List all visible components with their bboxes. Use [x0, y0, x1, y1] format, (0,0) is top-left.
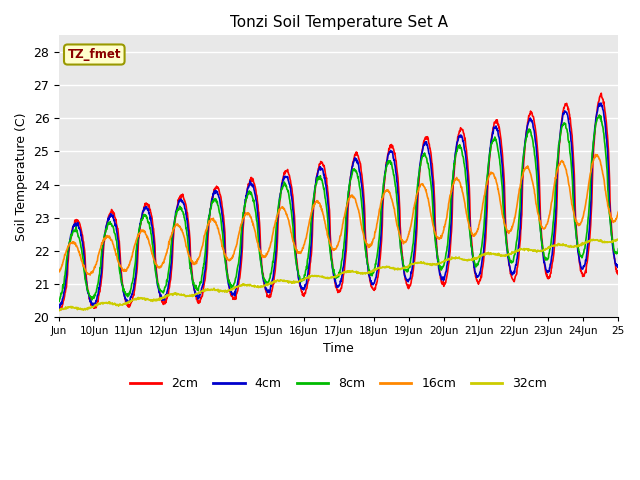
X-axis label: Time: Time: [323, 342, 354, 355]
Y-axis label: Soil Temperature (C): Soil Temperature (C): [15, 112, 28, 240]
32cm: [324, 275, 332, 280]
16cm: [614, 209, 622, 215]
16cm: [86, 272, 94, 278]
16cm: [324, 235, 332, 240]
16cm: [591, 152, 599, 157]
8cm: [55, 299, 63, 304]
4cm: [143, 204, 150, 210]
Legend: 2cm, 4cm, 8cm, 16cm, 32cm: 2cm, 4cm, 8cm, 16cm, 32cm: [125, 372, 552, 396]
32cm: [614, 236, 622, 242]
2cm: [614, 272, 622, 277]
Line: 8cm: 8cm: [59, 115, 618, 301]
16cm: [553, 169, 561, 175]
Line: 4cm: 4cm: [59, 103, 618, 309]
16cm: [314, 198, 322, 204]
4cm: [314, 172, 321, 178]
2cm: [471, 270, 479, 276]
2cm: [143, 201, 151, 207]
Line: 2cm: 2cm: [59, 93, 618, 310]
8cm: [470, 260, 478, 265]
Line: 16cm: 16cm: [59, 155, 618, 275]
16cm: [608, 215, 616, 221]
2cm: [56, 307, 63, 313]
8cm: [314, 175, 321, 180]
2cm: [314, 169, 322, 175]
32cm: [314, 273, 321, 279]
2cm: [55, 306, 63, 312]
32cm: [552, 242, 560, 248]
4cm: [597, 100, 605, 106]
Title: Tonzi Soil Temperature Set A: Tonzi Soil Temperature Set A: [230, 15, 448, 30]
32cm: [607, 239, 615, 245]
8cm: [607, 231, 615, 237]
4cm: [55, 306, 63, 312]
16cm: [55, 269, 63, 275]
8cm: [324, 221, 332, 227]
4cm: [614, 263, 622, 268]
2cm: [553, 205, 561, 211]
8cm: [596, 112, 604, 118]
32cm: [143, 296, 150, 301]
8cm: [614, 246, 622, 252]
4cm: [607, 232, 615, 238]
2cm: [324, 195, 332, 201]
32cm: [470, 255, 478, 261]
8cm: [552, 167, 560, 172]
Text: TZ_fmet: TZ_fmet: [68, 48, 121, 61]
16cm: [143, 235, 151, 240]
Line: 32cm: 32cm: [59, 239, 618, 311]
4cm: [324, 201, 332, 207]
4cm: [552, 185, 560, 191]
32cm: [55, 308, 63, 313]
4cm: [470, 264, 478, 270]
8cm: [143, 216, 150, 221]
16cm: [471, 231, 479, 237]
2cm: [597, 90, 605, 96]
2cm: [608, 229, 616, 235]
32cm: [614, 237, 622, 242]
